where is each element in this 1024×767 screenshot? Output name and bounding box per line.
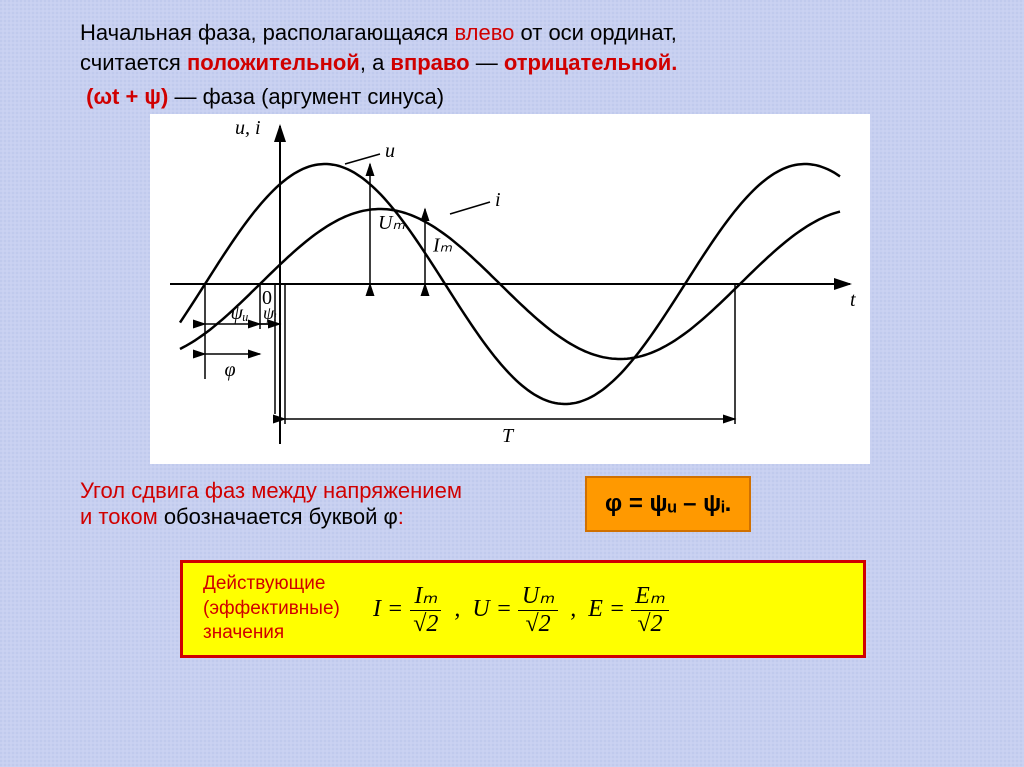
svg-text:u: u — [385, 140, 395, 162]
diagram-svg: u, it0uiUₘIₘψᵤψᵢφT — [150, 114, 870, 464]
phi-formula-box: φ = ψᵤ – ψᵢ. — [585, 476, 751, 532]
phase-definition: (ωt + ψ) — фаза (аргумент синуса) — [80, 84, 944, 110]
svg-text:Uₘ: Uₘ — [378, 212, 405, 234]
svg-text:t: t — [850, 289, 856, 311]
svg-text:i: i — [495, 189, 501, 211]
svg-text:u, i: u, i — [235, 117, 261, 139]
svg-text:T: T — [502, 425, 515, 447]
svg-text:Iₘ: Iₘ — [432, 235, 453, 257]
rms-formula-box: Действующие (эффективные) значения I = I… — [180, 560, 866, 658]
intro-line-1: Начальная фаза, располагающаяся влево от… — [80, 20, 944, 46]
svg-text:φ: φ — [225, 359, 236, 381]
intro-line-2: считается положительной, а вправо — отри… — [80, 50, 944, 76]
svg-text:ψᵤ: ψᵤ — [231, 302, 249, 324]
rms-label: Действующие (эффективные) значения — [183, 572, 373, 646]
phase-angle-text: Угол сдвига фаз между напряжением и токо… — [80, 478, 585, 530]
rms-equations: I = Iₘ√2 , U = Uₘ√2 , E = Eₘ√2 — [373, 581, 863, 638]
sine-wave-diagram: u, it0uiUₘIₘψᵤψᵢφT — [150, 114, 870, 464]
